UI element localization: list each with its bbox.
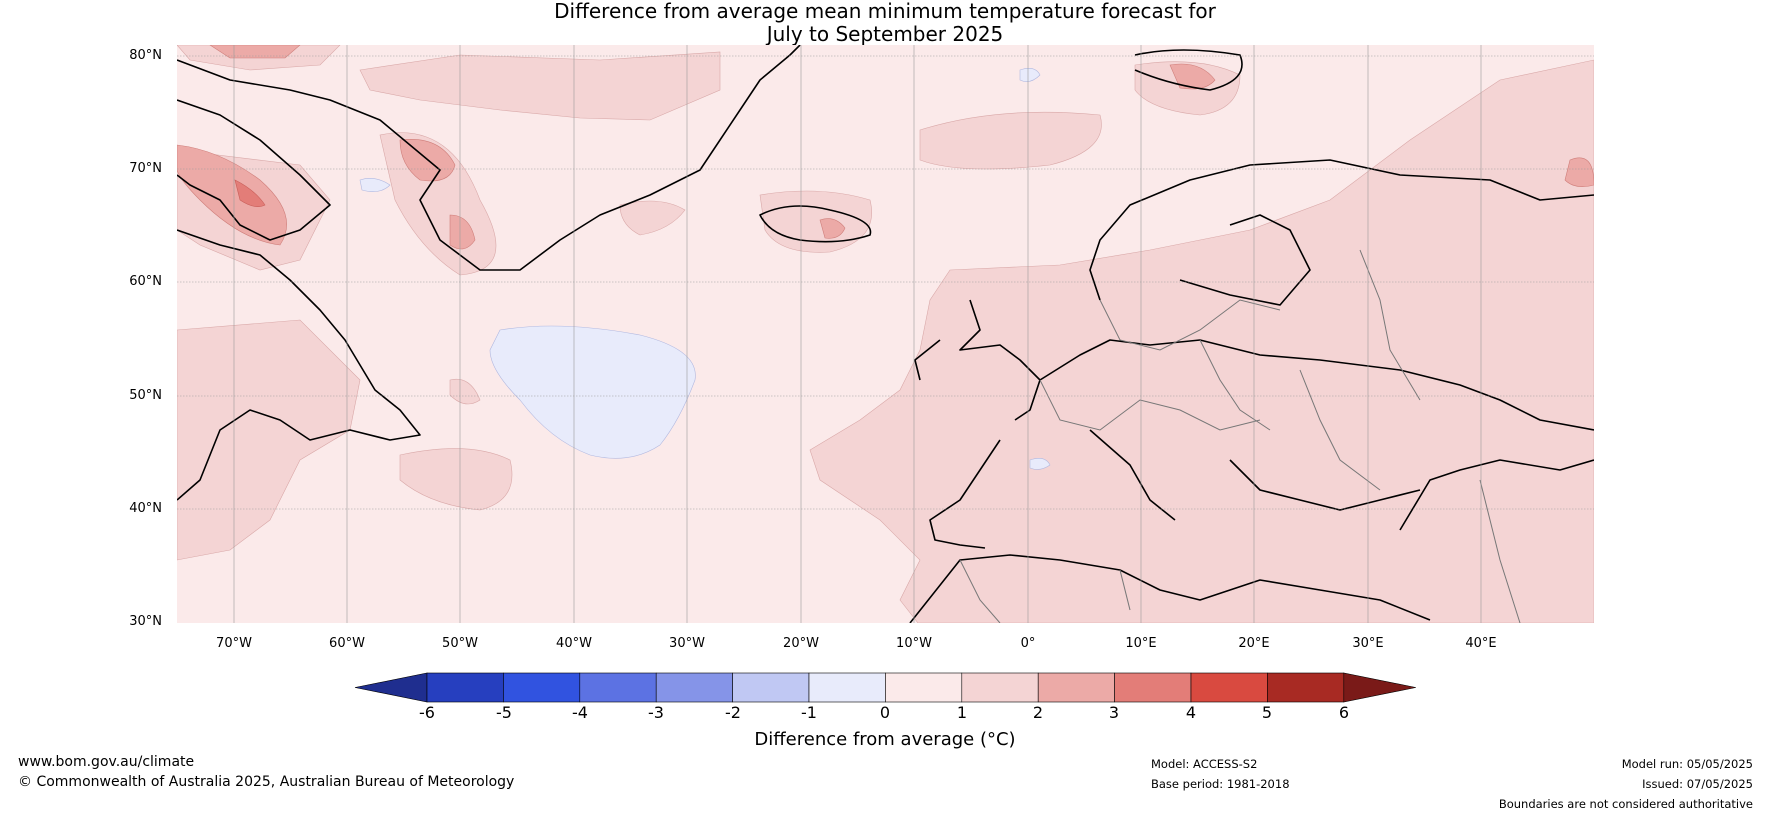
lon-label-40e: 40°E: [1465, 636, 1497, 651]
colorbar-swatch: [1267, 672, 1345, 703]
colorbar-tick: -1: [801, 703, 817, 722]
lon-label-20w: 20°W: [783, 636, 819, 651]
anomaly-3-4-regions: [234, 179, 266, 207]
site-link[interactable]: www.bom.gov.au/climate: [18, 754, 195, 770]
colorbar-extend-low: [354, 672, 428, 703]
copyright-text: © Commonwealth of Australia 2025, Austra…: [18, 774, 515, 790]
lat-label-60n: 60°N: [129, 274, 162, 289]
lon-label-30w: 30°W: [669, 636, 705, 651]
colorbar-title: Difference from average (°C): [754, 729, 1016, 750]
colorbar-swatch: [1114, 672, 1192, 703]
colorbar-tick: -2: [725, 703, 741, 722]
colorbar-tick: 1: [956, 703, 968, 722]
lon-label-40w: 40°W: [556, 636, 592, 651]
lon-label-20e: 20°E: [1238, 636, 1270, 651]
colorbar-extend-high: [1343, 672, 1416, 703]
lon-label-30e: 30°E: [1352, 636, 1384, 651]
colorbar-tick: -4: [572, 703, 588, 722]
lon-label-10w: 10°W: [896, 636, 932, 651]
colorbar-swatch: [426, 672, 504, 703]
colorbar-swatch: [503, 672, 581, 703]
colorbar-swatch: [808, 672, 886, 703]
lon-label-70w: 70°W: [216, 636, 252, 651]
colorbar-tick: 0: [879, 703, 891, 722]
country-boundaries: [959, 249, 1521, 623]
model-run-date: Model run: 05/05/2025: [1621, 757, 1753, 771]
lon-label-60w: 60°W: [329, 636, 365, 651]
lat-label-40n: 40°N: [129, 501, 162, 516]
colorbar-swatch: [655, 672, 733, 703]
graticule: [177, 55, 1594, 510]
boundaries-disclaimer: Boundaries are not considered authoritat…: [1498, 797, 1753, 811]
map-area: [177, 45, 1594, 623]
colorbar-swatch: [579, 672, 657, 703]
lon-label-50w: 50°W: [442, 636, 478, 651]
lon-label-10e: 10°E: [1125, 636, 1157, 651]
anomaly-2-3-regions: [177, 45, 1594, 250]
coastlines: [177, 45, 1594, 623]
colorbar-tick: 2: [1032, 703, 1044, 722]
colorbar: [354, 672, 1416, 703]
lon-label-0: 0°: [1020, 636, 1036, 651]
colorbar-tick: 4: [1185, 703, 1197, 722]
colorbar-swatch: [961, 672, 1039, 703]
colorbar-tick: 6: [1338, 703, 1350, 722]
colorbar-tick: -6: [419, 703, 435, 722]
colorbar-tick: -3: [648, 703, 664, 722]
lat-label-70n: 70°N: [129, 161, 162, 176]
colorbar-swatch: [1190, 672, 1268, 703]
colorbar-tick: -5: [496, 703, 512, 722]
colorbar-swatch: [732, 672, 810, 703]
lat-label-30n: 30°N: [129, 614, 162, 629]
anomaly-negative-regions: [359, 68, 1051, 470]
lat-label-80n: 80°N: [129, 48, 162, 63]
base-period: Base period: 1981-2018: [1151, 777, 1290, 791]
lat-label-50n: 50°N: [129, 388, 162, 403]
meridians: [233, 45, 1482, 623]
map-title-line1: Difference from average mean minimum tem…: [554, 0, 1216, 23]
issued-date: Issued: 07/05/2025: [1642, 777, 1753, 791]
colorbar-swatch: [1037, 672, 1115, 703]
map-title-line2: July to September 2025: [766, 22, 1004, 46]
model-name: Model: ACCESS-S2: [1151, 757, 1258, 771]
colorbar-tick: 5: [1261, 703, 1273, 722]
colorbar-swatch: [885, 672, 963, 703]
colorbar-tick: 3: [1108, 703, 1120, 722]
